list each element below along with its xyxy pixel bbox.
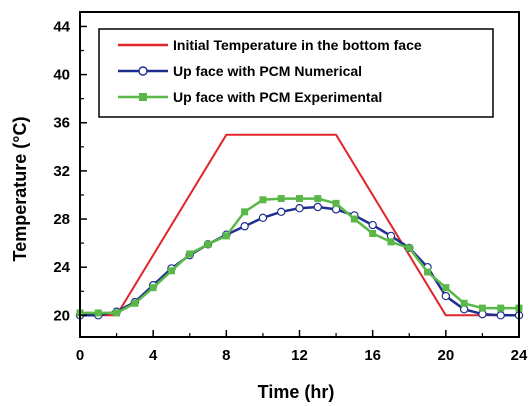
series-1 — [80, 133, 519, 317]
legend-box — [98, 28, 494, 118]
y-tick-label: 40 — [53, 67, 70, 84]
data-point — [240, 222, 249, 231]
data-point — [258, 213, 268, 223]
data-point — [497, 304, 505, 312]
legend-label: Initial Temperature in the bottom face — [173, 37, 422, 53]
data-point — [241, 208, 249, 216]
data-point — [350, 215, 358, 223]
data-point — [94, 309, 102, 317]
data-point — [277, 195, 285, 203]
series-3 — [76, 195, 523, 317]
series-line — [80, 133, 519, 317]
legend-marker — [138, 66, 148, 76]
data-point — [405, 244, 413, 252]
data-point — [131, 299, 139, 307]
legend-marker — [139, 93, 147, 101]
legend-label: Up face with PCM Experimental — [173, 89, 382, 105]
data-point — [222, 232, 230, 240]
x-axis-title: Time (hr) — [258, 382, 335, 402]
data-point — [424, 268, 432, 276]
data-point — [186, 250, 194, 258]
x-tick-label: 8 — [222, 347, 230, 364]
data-point — [332, 199, 340, 207]
series-2 — [75, 202, 524, 320]
data-point — [167, 267, 175, 275]
series-layer — [75, 133, 524, 320]
data-point — [204, 240, 212, 248]
data-point — [369, 229, 377, 237]
x-tick-label: 4 — [149, 347, 158, 364]
data-point — [259, 196, 267, 204]
data-point — [368, 220, 377, 230]
y-tick-label: 20 — [53, 307, 70, 324]
data-point — [478, 304, 486, 312]
data-point — [295, 204, 304, 213]
x-tick-label: 16 — [364, 347, 381, 364]
data-point — [313, 202, 322, 212]
data-point — [460, 299, 468, 307]
axes-layer: 0 4 8 12 16 20 24 20 24 28 32 36 40 44 — [53, 11, 528, 364]
x-tick-label: 0 — [76, 347, 84, 364]
data-point — [113, 309, 121, 317]
data-point — [149, 284, 157, 292]
x-tick-label: 24 — [511, 347, 528, 364]
data-point — [314, 195, 322, 203]
x-tick-label: 12 — [291, 347, 308, 364]
series-line — [80, 197, 519, 315]
data-point — [296, 195, 303, 203]
y-tick-label: 24 — [53, 259, 70, 276]
x-tick-label: 20 — [437, 347, 454, 364]
legend: Initial Temperature in the bottom face Up… — [98, 28, 494, 118]
legend-label: Up face with PCM Numerical — [173, 63, 362, 79]
data-point — [441, 291, 451, 301]
data-point — [496, 311, 505, 320]
legend-entry: Up face with PCM Numerical — [118, 63, 362, 79]
y-tick-label: 36 — [53, 115, 70, 132]
y-axis-title: Temperature (°C) — [10, 117, 30, 262]
data-point — [442, 284, 450, 292]
legend-entry: Up face with PCM Experimental — [118, 89, 382, 105]
y-tick-label: 28 — [53, 211, 70, 228]
y-tick-label: 32 — [53, 163, 70, 180]
data-point — [387, 238, 395, 246]
legend-entry: Initial Temperature in the bottom face — [118, 37, 422, 53]
y-tick-label: 44 — [53, 18, 70, 35]
series-line — [80, 205, 519, 317]
data-point — [277, 207, 286, 217]
